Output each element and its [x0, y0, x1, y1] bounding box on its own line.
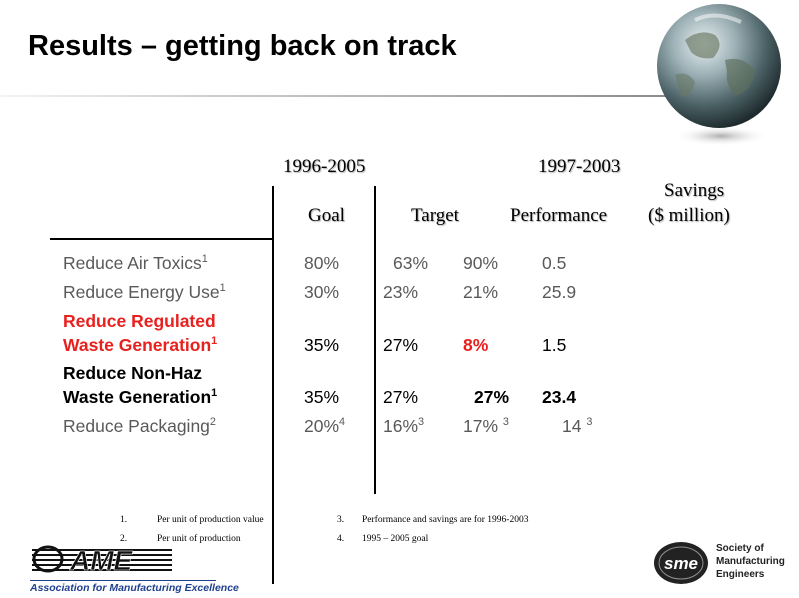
savings-header-line1: Savings	[664, 180, 725, 201]
globe-icon	[657, 4, 781, 146]
target-nonhaz-waste: 27%	[383, 387, 419, 407]
sme-logo: sme Society of Manufacturing Engineers	[652, 540, 785, 586]
goal-nonhaz-waste: 35%	[304, 387, 340, 407]
savings-header-line2: ($ million)	[648, 205, 730, 226]
target-packaging: 16%3	[383, 416, 425, 436]
target-energy-use: 23%	[383, 282, 419, 302]
row-label-nonhaz-waste: Reduce Non-Haz Waste Generation1	[63, 363, 218, 407]
footnote-1-num: 1.	[120, 515, 128, 525]
savings-nonhaz-waste: 23.4	[542, 387, 577, 407]
footnote-1-text: Per unit of production value	[157, 515, 264, 525]
goal-packaging: 20%4	[304, 416, 346, 436]
footnote-4-num: 4.	[337, 534, 345, 544]
ame-logo-mark: AME	[32, 545, 172, 576]
footnote-3-text: Performance and savings are for 1996-200…	[362, 515, 529, 525]
page-title: Results – getting back on track	[28, 30, 457, 62]
row-label-packaging: Reduce Packaging2	[63, 416, 216, 436]
label-rule	[50, 238, 272, 240]
goal-energy-use: 30%	[304, 282, 340, 302]
savings-packaging: 14 3	[562, 416, 593, 436]
right-divider-line	[374, 186, 376, 494]
sme-logo-text: Society of Manufacturing Engineers	[716, 543, 785, 580]
range-header-left: 1996-2005	[283, 156, 366, 177]
goal-air-toxics: 80%	[304, 253, 340, 273]
performance-energy-use: 21%	[463, 282, 499, 302]
row-label-regulated-waste: Reduce Regulated Waste Generation1	[63, 311, 218, 355]
footnote-2-text: Per unit of production	[157, 534, 241, 544]
target-air-toxics: 63%	[393, 253, 429, 273]
svg-text:AME: AME	[69, 545, 134, 575]
row-label-energy-use: Reduce Energy Use1	[63, 282, 226, 302]
ame-logo-text: Association for Manufacturing Excellence	[30, 580, 239, 594]
savings-air-toxics: 0.5	[542, 253, 567, 273]
footnote-2-num: 2.	[120, 534, 128, 544]
footnote-4-text: 1995 – 2005 goal	[362, 534, 429, 544]
sme-logo-mark: sme	[654, 542, 708, 584]
left-divider-line	[272, 186, 274, 584]
row-label-air-toxics: Reduce Air Toxics1	[63, 253, 208, 273]
ame-logo: AME Association for Manufacturing Excell…	[30, 543, 239, 594]
footnote-3-num: 3.	[337, 515, 345, 525]
performance-nonhaz-waste: 27%	[474, 387, 510, 407]
performance-header: Performance	[510, 205, 608, 226]
performance-regulated-waste: 8%	[463, 335, 489, 355]
svg-text:sme: sme	[664, 554, 698, 573]
goal-header: Goal	[308, 205, 345, 226]
goal-regulated-waste: 35%	[304, 335, 340, 355]
savings-energy-use: 25.9	[542, 282, 577, 302]
target-header: Target	[411, 205, 459, 226]
savings-regulated-waste: 1.5	[542, 335, 567, 355]
target-regulated-waste: 27%	[383, 335, 419, 355]
range-header-right: 1997-2003	[538, 156, 621, 177]
performance-packaging: 17% 3	[463, 416, 509, 436]
performance-air-toxics: 90%	[463, 253, 499, 273]
title-divider	[0, 95, 680, 97]
